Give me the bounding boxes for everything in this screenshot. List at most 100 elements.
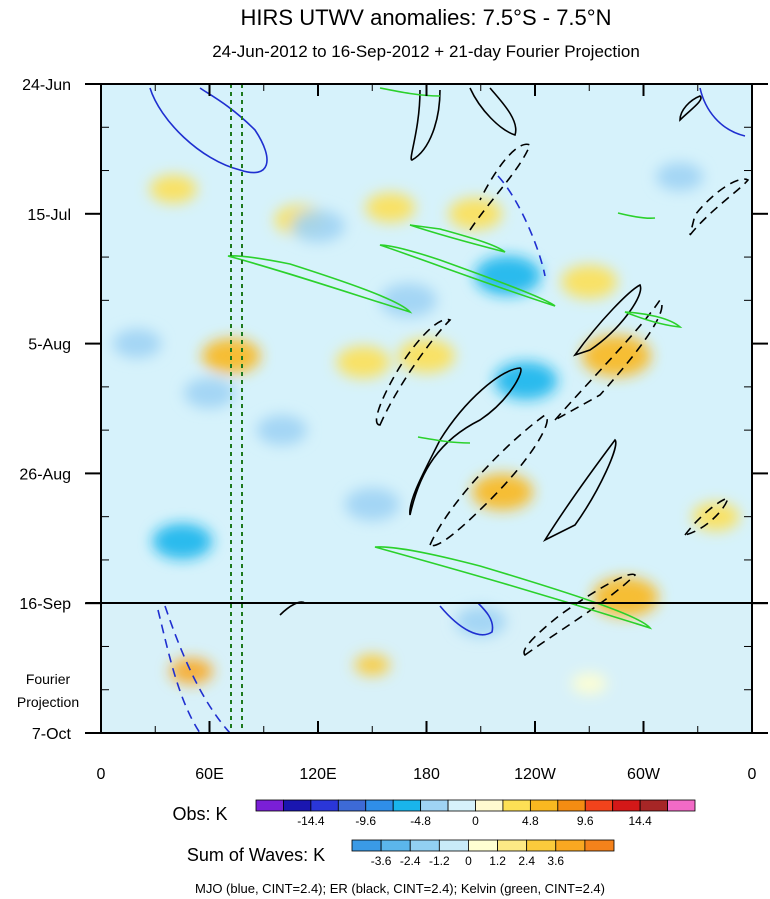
y-tick-label: 16-Sep [19, 596, 71, 613]
er-contour [572, 283, 642, 357]
y-tick-label: 15-Jul [27, 207, 71, 224]
waves-colorbar: -3.6 -2.4 -1.2 0 1.2 2.4 3.6 [351, 839, 615, 868]
waves-colorbar-swatch [380, 839, 411, 852]
obs-colorbar-swatch [557, 799, 586, 812]
waves-colorbar-tick-label: -2.4 [400, 854, 421, 868]
x-tick-label: 60W [627, 766, 661, 783]
mjo-contour [149, 87, 268, 174]
obs-colorbar-swatch [310, 799, 339, 812]
obs-colorbar-swatch [337, 799, 367, 812]
obs-colorbar-swatch [639, 799, 668, 812]
kelvin-contour [624, 311, 683, 329]
kelvin-contour [379, 244, 556, 307]
waves-colorbar-swatch [584, 839, 615, 852]
obs-colorbar-swatch [584, 799, 614, 812]
obs-cold-blob [291, 210, 345, 243]
waves-colorbar-swatch [438, 839, 469, 852]
obs-colorbar-swatch [392, 799, 422, 812]
waves-colorbar-swatch [497, 839, 528, 852]
waves-colorbar-swatch [526, 839, 557, 852]
obs-cold-blob [112, 329, 162, 359]
y-axis: 24-Jun 15-Jul 5-Aug 26-Aug 16-Sep 7-Oct [19, 77, 768, 743]
er-contour [542, 438, 617, 542]
y-tick-label: 7-Oct [32, 726, 72, 743]
mjo-contour [164, 605, 231, 733]
obs-cold-blob [344, 487, 400, 521]
er-contour [683, 496, 730, 537]
proj-cold-blob [571, 672, 608, 695]
plot-area [101, 84, 752, 733]
obs-warm-blob [471, 473, 534, 511]
obs-warm-blob [398, 338, 455, 374]
kelvin-contour [374, 546, 653, 630]
projection-label-line2: Projection [17, 694, 79, 710]
er-contour [554, 298, 663, 421]
proj-warm-blob [354, 654, 391, 676]
er-contour [679, 95, 702, 122]
er-contour [469, 143, 532, 231]
kelvin-contour [227, 255, 413, 314]
waves-colorbar-swatch [468, 839, 498, 852]
y-tick-label: 5-Aug [28, 337, 71, 354]
obs-colorbar-tick-label: -4.8 [410, 814, 431, 828]
obs-cold-blob [380, 283, 437, 318]
obs-colorbar-swatch [475, 799, 504, 812]
wave-contours [149, 87, 750, 733]
obs-colorbar-tick-label: 14.4 [628, 814, 652, 828]
obs-warm-blob [581, 335, 652, 377]
kelvin-contour [379, 87, 441, 97]
obs-colorbar-swatch [447, 799, 476, 812]
obs-cold-blob [656, 162, 704, 191]
er-contour [469, 87, 517, 137]
obs-colorbar: -14.4 -9.6 -4.8 0 4.8 9.6 14.4 [255, 799, 696, 828]
y-tick-label: 26-Aug [19, 466, 71, 483]
mjo-contour [699, 87, 746, 137]
obs-colorbar-tick-label: -9.6 [355, 814, 376, 828]
chart-subtitle: 24-Jun-2012 to 16-Sep-2012 + 21-day Four… [212, 42, 640, 61]
y-tick-label: 24-Jun [22, 77, 71, 94]
obs-colorbar-label: Obs: K [172, 804, 227, 824]
kelvin-contour [617, 212, 656, 219]
er-contour [410, 89, 441, 161]
x-tick-label: 0 [97, 766, 106, 783]
obs-colorbar-swatch [255, 799, 284, 812]
waves-colorbar-tick-label: 3.6 [547, 854, 564, 868]
obs-warm-blob [201, 338, 261, 374]
er-contour [409, 367, 522, 516]
waves-colorbar-swatch [409, 839, 440, 852]
obs-colorbar-swatch [365, 799, 394, 812]
x-tick-label: 180 [413, 766, 440, 783]
x-tick-label: 60E [195, 766, 223, 783]
waves-colorbar-label: Sum of Waves: K [187, 845, 325, 865]
obs-cold-blob [152, 523, 213, 560]
waves-colorbar-tick-label: -3.6 [371, 854, 392, 868]
obs-colorbar-swatch [502, 799, 531, 812]
obs-colorbar-swatch [283, 799, 312, 812]
kelvin-contour [417, 436, 471, 444]
obs-colorbar-tick-label: 4.8 [522, 814, 539, 828]
obs-colorbar-tick-label: -14.4 [297, 814, 325, 828]
x-tick-label: 120E [299, 766, 336, 783]
waves-colorbar-tick-label: -1.2 [429, 854, 450, 868]
mjo-contour [157, 609, 201, 733]
waves-colorbar-swatch [351, 839, 382, 852]
x-tick-label: 120W [514, 766, 557, 783]
waves-colorbar-tick-label: 2.4 [518, 854, 535, 868]
obs-warm-blob [448, 197, 503, 230]
waves-colorbar-tick-label: 1.2 [489, 854, 506, 868]
obs-colorbar-tick-label: 0 [472, 814, 479, 828]
er-contour [428, 414, 548, 547]
x-axis: 0 60E 120E 180 120W 60W 0 [97, 84, 757, 783]
mjo-contour [439, 602, 494, 636]
x-tick-label: 0 [748, 766, 757, 783]
obs-colorbar-tick-label: 9.6 [577, 814, 594, 828]
obs-cold-blob [474, 255, 542, 296]
waves-colorbar-tick-label: 0 [465, 854, 472, 868]
footer-legend: MJO (blue, CINT=2.4); ER (black, CINT=2.… [195, 881, 605, 896]
er-contour [689, 178, 750, 236]
obs-colorbar-swatch [529, 799, 559, 812]
obs-colorbar-swatch [612, 799, 641, 812]
obs-cold-blob [494, 361, 558, 400]
obs-warm-blob [336, 346, 391, 379]
